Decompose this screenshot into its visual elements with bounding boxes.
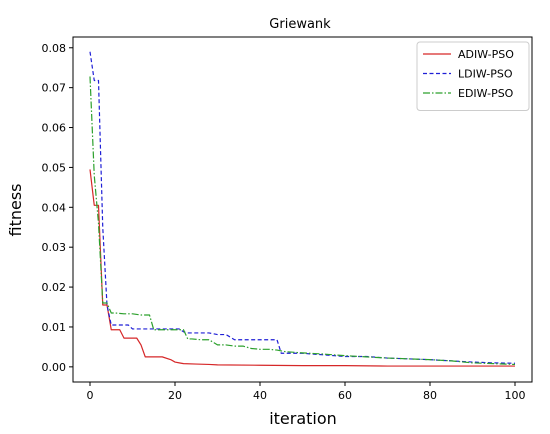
- series-line-adiw-pso: [89, 169, 515, 367]
- plot-frame: [72, 36, 533, 383]
- series-line-ldiw-pso: [89, 51, 516, 364]
- legend-label: ADIW-PSO: [458, 48, 514, 61]
- x-tick-label: 20: [168, 389, 182, 402]
- legend-label: LDIW-PSO: [458, 68, 513, 81]
- y-tick-label: 0.04: [42, 201, 67, 214]
- x-tick-label: 80: [423, 389, 437, 402]
- x-tick-label: 40: [253, 389, 267, 402]
- y-axis: 0.00 0.01 0.02 0.03 0.04 0.05 0.06 0.07 0.08: [42, 42, 73, 374]
- y-tick-label: 0.03: [42, 241, 67, 254]
- plot-area: [89, 51, 516, 367]
- y-tick-label: 0.00: [42, 361, 67, 374]
- y-tick-label: 0.06: [42, 122, 67, 135]
- y-tick-label: 0.07: [42, 82, 67, 95]
- x-tick-label: 60: [338, 389, 352, 402]
- legend: ADIW-PSO LDIW-PSO EDIW-PSO: [416, 41, 530, 111]
- x-tick-label: 100: [505, 389, 526, 402]
- legend-label: EDIW-PSO: [458, 87, 514, 100]
- chart-title: Griewank: [269, 17, 331, 32]
- y-tick-label: 0.05: [42, 161, 67, 174]
- y-axis-label: fitness: [6, 183, 25, 236]
- x-tick-label: 0: [87, 389, 94, 402]
- x-axis-label: iteration: [269, 409, 337, 428]
- y-tick-label: 0.01: [42, 321, 67, 334]
- y-tick-label: 0.02: [42, 281, 67, 294]
- y-tick-label: 0.08: [42, 42, 67, 55]
- x-axis: 0 20 40 60 80 100: [87, 382, 526, 402]
- series-line-ediw-pso: [89, 76, 516, 366]
